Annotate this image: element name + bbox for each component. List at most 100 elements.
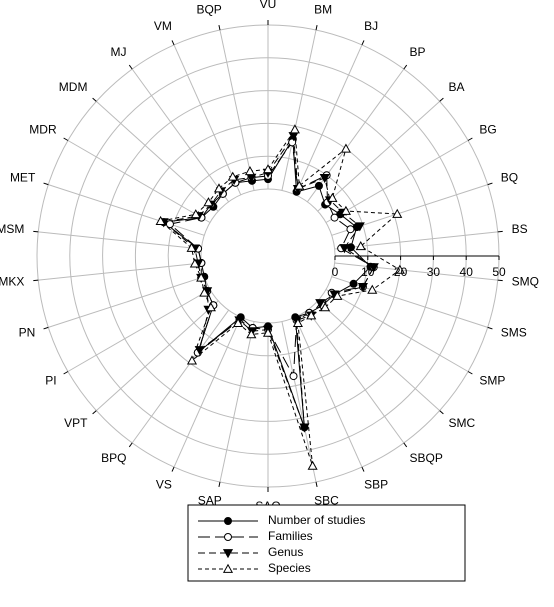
spoke-tick — [218, 25, 221, 31]
category-label: PI — [45, 374, 56, 388]
r-tick-label: 30 — [427, 265, 441, 279]
spoke-tick — [33, 230, 39, 233]
spoke-tick — [171, 466, 175, 472]
spoke-tick — [218, 481, 221, 487]
marker — [307, 460, 318, 470]
category-label: BQ — [501, 171, 518, 185]
spoke — [306, 309, 405, 444]
labels-layer: 0 10 20 30 40 50 VU BM BJ BP BA BG BQ BS SMQ SMS SMP SMC S… — [0, 0, 539, 513]
spoke-tick — [43, 326, 49, 330]
marker — [319, 174, 330, 184]
spoke-tick — [497, 230, 503, 233]
r-tick-label: 50 — [492, 265, 506, 279]
marker — [222, 549, 234, 559]
marker — [194, 346, 205, 356]
spoke-tick — [92, 97, 97, 102]
marker — [155, 215, 166, 225]
spoke — [95, 101, 219, 212]
spoke-tick — [315, 481, 318, 487]
spoke-tick — [439, 410, 444, 415]
spoke-tick — [33, 279, 39, 282]
marker — [346, 225, 355, 234]
marker — [213, 183, 225, 193]
marker — [189, 258, 200, 268]
spoke — [95, 300, 219, 411]
marker — [292, 317, 303, 328]
category-label: SMQ — [512, 274, 539, 288]
spoke — [317, 300, 441, 411]
spoke-tick — [439, 97, 444, 102]
marker — [289, 124, 300, 134]
spoke-tick — [315, 25, 318, 31]
marker — [288, 138, 297, 147]
marker — [233, 317, 244, 328]
marker — [294, 180, 305, 190]
category-label: VU — [260, 0, 277, 11]
spoke — [173, 317, 242, 468]
spoke-tick — [171, 40, 175, 46]
spoke-tick — [63, 137, 69, 141]
spoke — [38, 262, 202, 281]
spoke-tick — [361, 466, 365, 472]
spoke-tick — [128, 442, 133, 448]
marker — [224, 533, 232, 541]
category-label: MDM — [59, 80, 88, 94]
spoke-tick — [467, 371, 473, 375]
marker — [320, 302, 331, 312]
category-label: MET — [10, 171, 36, 185]
legend: Number of studies Families Genus Species — [198, 513, 365, 575]
spoke — [219, 321, 255, 483]
category-label: BPQ — [101, 451, 126, 465]
legend-box — [187, 504, 466, 582]
category-label: SMS — [501, 326, 527, 340]
marker — [349, 279, 358, 288]
marker — [330, 213, 339, 222]
category-label: MDR — [29, 123, 57, 137]
spoke — [317, 101, 441, 212]
spoke — [48, 276, 205, 328]
category-label: BQP — [196, 3, 221, 17]
spoke-tick — [63, 371, 69, 375]
spoke-tick — [403, 64, 408, 70]
marker — [262, 164, 274, 174]
spoke — [294, 317, 363, 468]
marker — [205, 302, 216, 312]
category-label: BM — [314, 3, 332, 17]
legend-label: Families — [268, 529, 313, 543]
spoke-tick — [128, 64, 133, 70]
r-tick-label: 40 — [460, 265, 474, 279]
category-label: BS — [512, 222, 528, 236]
legend-label: Species — [268, 561, 311, 575]
spoke-tick — [92, 410, 97, 415]
marker — [262, 327, 274, 337]
spoke — [173, 44, 242, 195]
spoke — [67, 289, 211, 372]
spoke-tick — [487, 182, 493, 186]
spoke — [294, 44, 363, 195]
marker — [227, 171, 238, 181]
spoke-tick — [403, 442, 408, 448]
marker — [357, 282, 368, 293]
marker — [186, 242, 197, 252]
r-tick-label: 0 — [332, 265, 339, 279]
marker — [224, 517, 232, 525]
category-label: SAP — [198, 494, 222, 508]
marker — [186, 355, 198, 365]
category-label: MKX — [0, 274, 24, 288]
spoke-tick — [497, 279, 503, 282]
marker — [246, 329, 257, 339]
spoke — [131, 309, 230, 444]
marker — [306, 310, 317, 320]
marker — [368, 263, 379, 273]
category-label: BJ — [364, 19, 378, 33]
legend-label: Genus — [268, 545, 303, 559]
spoke — [131, 68, 230, 203]
marker — [190, 209, 201, 219]
spoke — [281, 321, 317, 483]
marker — [222, 563, 234, 573]
category-label: SBQP — [410, 451, 443, 465]
category-label: BA — [449, 80, 465, 94]
marker — [165, 220, 174, 229]
series-layer — [155, 124, 405, 470]
